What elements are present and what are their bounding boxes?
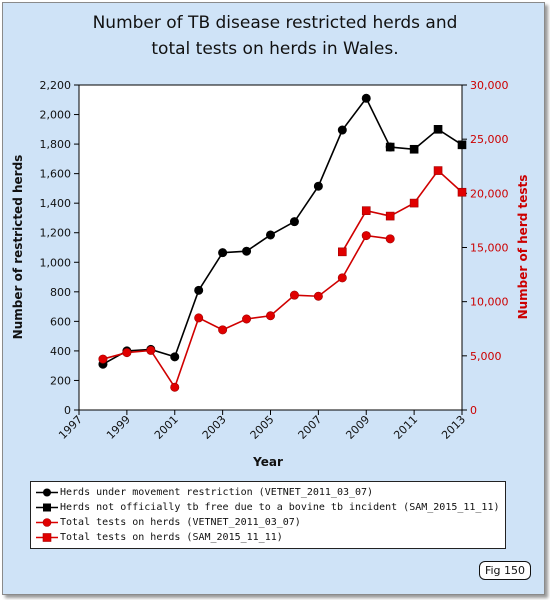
y-right-tick-label: 25,000 [470,133,509,146]
y-left-tick-label: 2,200 [40,79,72,92]
x-tick-label: 2007 [296,413,325,442]
x-tick-label: 2011 [391,413,420,442]
plot-area [78,84,463,411]
legend-label: Total tests on herds (SAM_2015_11_11) [60,532,283,543]
x-tick-label: 2003 [200,413,229,442]
series-2-point [385,234,395,244]
chart-title-line-1: Number of TB disease restricted herds an… [92,13,458,33]
y-right-tick-label: 30,000 [470,79,509,92]
y-right-tick-label: 5,000 [470,350,502,363]
legend-label: Herds under movement restriction (VETNET… [60,487,374,498]
series-2-point [146,345,156,355]
series-0-point [170,352,180,362]
y-right-tick-label: 0 [470,404,477,417]
series-3-point [385,211,395,221]
y-left-tick-label: 400 [50,345,71,358]
chart-title-line-2: total tests on herds in Wales. [151,39,399,59]
series-3-point [409,198,419,208]
legend: Herds under movement restriction (VETNET… [30,481,506,549]
series-3-point [433,166,443,175]
y-left-tick-label: 600 [50,315,71,328]
series-3-point [457,187,467,197]
y-left-tick-label: 1,400 [40,197,72,210]
series-2-point [242,314,252,324]
y-right-tick-label: 15,000 [470,242,509,255]
series-2-point [122,348,132,358]
x-axis-label: Year [252,455,283,469]
series-3-point [361,206,371,215]
y-axis-right-label: Number of herd tests [516,175,530,320]
series-2-point [313,291,323,301]
series-2-point [218,325,228,335]
series-0-point [289,217,299,227]
y-left-tick-label: 1,200 [40,227,72,240]
series-1-point [409,144,419,154]
y-axis-left-label: Number of restricted herds [11,155,25,340]
legend-label: Herds not officially tb free due to a bo… [60,502,500,513]
legend-swatch-red-square [36,533,58,542]
series-2-point [265,311,275,321]
y-right-tick-label: 20,000 [470,187,509,200]
y-left-tick-label: 800 [50,286,71,299]
series-2-point [361,231,371,241]
series-0-point [265,230,275,240]
series-1-point [433,125,443,134]
series-2-point [170,382,180,392]
chart-canvas: 0 200 400 600 800 1,000 1,200 1,400 1,600 1,800 2,… [11,79,530,469]
x-tick-label: 2013 [439,413,468,442]
series-0-point [194,285,204,295]
y-left-tick-label: 2,000 [40,109,72,122]
series-0-point [218,248,228,258]
y-left-tick-label: 200 [50,374,71,387]
series-0-point [361,93,371,103]
series-2-point [98,354,108,364]
y-right-tick-label: 10,000 [470,296,509,309]
legend-swatch-red-circle [36,518,58,527]
y-left-tick-label: 0 [64,404,71,417]
y-left-tick-label: 1,600 [40,168,72,181]
x-tick-label: 2005 [248,413,277,442]
series-2-point [337,273,347,283]
legend-swatch-black-circle [36,488,58,497]
y-left-tick-label: 1,800 [40,138,72,151]
series-2-point [289,290,299,300]
series-1-line [390,128,463,151]
series-3-point [338,247,347,257]
series-1-point [457,140,467,150]
x-tick-label: 2001 [152,413,181,442]
legend-label: Total tests on herds (VETNET_2011_03_07) [60,517,301,528]
figure-label-badge: Fig 150 [479,561,531,580]
series-0-point [242,246,252,256]
legend-swatch-black-square [36,503,58,512]
series-0-point [337,125,347,135]
x-tick-label: 1997 [56,413,85,442]
y-left-tick-label: 1,000 [40,256,72,269]
series-2-point [194,313,204,323]
x-tick-label: 1999 [104,413,133,442]
x-tick-label: 2009 [343,413,372,442]
series-1-point [385,142,395,152]
series-0-point [313,181,323,191]
